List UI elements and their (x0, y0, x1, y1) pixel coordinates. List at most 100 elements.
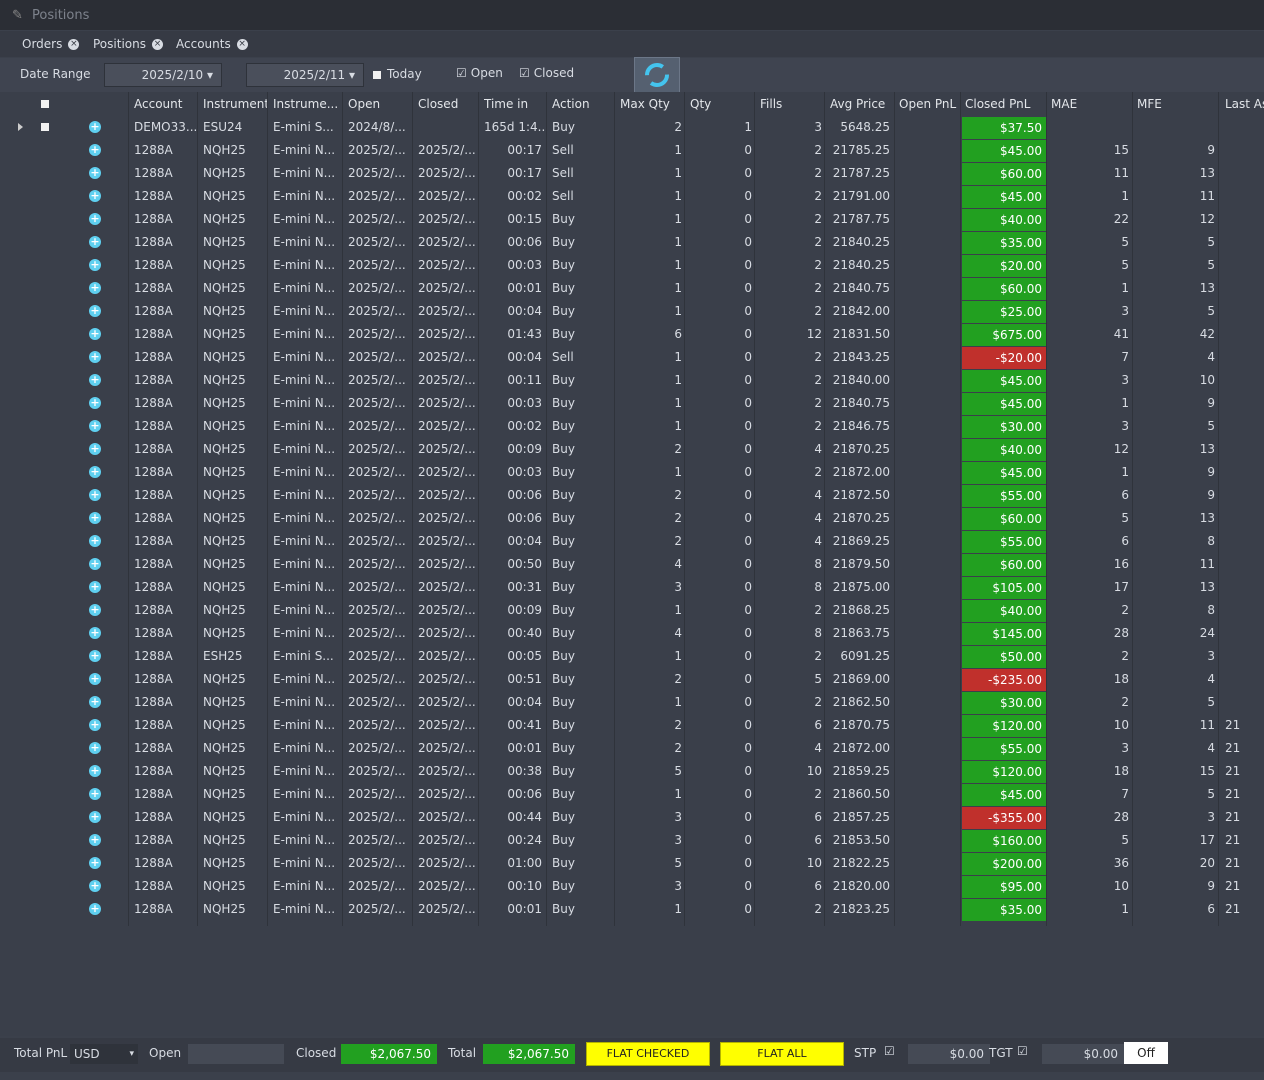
column-header[interactable]: MAE (1051, 97, 1078, 111)
tgt-check[interactable]: ☑ (1017, 1044, 1028, 1058)
column-header[interactable]: Instrument (203, 97, 267, 111)
currency-select[interactable]: USD ▾ (70, 1044, 138, 1064)
table-cell: 3 (674, 580, 682, 594)
table-cell: 2 (814, 166, 822, 180)
column-header[interactable]: Account (134, 97, 183, 111)
column-header[interactable]: Action (552, 97, 590, 111)
column-header[interactable]: Last As (1225, 97, 1264, 111)
column-header[interactable]: MFE (1137, 97, 1162, 111)
expand-icon[interactable]: + (89, 741, 101, 754)
expand-icon[interactable]: + (89, 442, 101, 455)
table-cell: 2025/2/... (348, 465, 406, 479)
column-header[interactable]: Closed PnL (965, 97, 1031, 111)
row-checkbox[interactable] (41, 123, 49, 131)
check-mark: ☑ (456, 66, 467, 80)
table-cell: 17 (1113, 580, 1129, 594)
table-cell: 21860.50 (832, 787, 890, 801)
expand-icon[interactable]: + (89, 511, 101, 524)
expand-icon[interactable]: + (89, 419, 101, 432)
expand-icon[interactable]: + (89, 396, 101, 409)
table-cell: NQH25 (203, 833, 246, 847)
stp-value[interactable]: $0.00 (908, 1044, 990, 1064)
table-cell: 00:03 (507, 258, 542, 272)
expand-icon[interactable]: + (89, 465, 101, 478)
table-cell: 1 (1121, 281, 1129, 295)
stp-check[interactable]: ☑ (884, 1044, 895, 1058)
checkbox-label: Today (387, 67, 422, 81)
table-cell: 13 (1199, 580, 1215, 594)
today-checkbox[interactable]: Today (373, 67, 422, 81)
expand-icon[interactable]: + (89, 810, 101, 823)
tab[interactable]: Orders × (22, 37, 80, 51)
expand-icon[interactable]: + (89, 695, 101, 708)
table-cell: 2 (1121, 649, 1129, 663)
column-header[interactable]: Fills (760, 97, 783, 111)
tab[interactable]: Positions × (93, 37, 163, 51)
tab[interactable]: Accounts × (176, 37, 248, 51)
expand-icon[interactable]: + (89, 488, 101, 501)
table-cell: 17 (1199, 833, 1215, 847)
column-header[interactable]: Open PnL (899, 97, 957, 111)
close-icon[interactable]: × (68, 39, 80, 50)
column-header[interactable]: Max Qty (620, 97, 670, 111)
open-checkbox[interactable]: ☑ Open (456, 66, 503, 80)
expand-icon[interactable]: + (89, 235, 101, 248)
column-header[interactable]: Qty (690, 97, 712, 111)
header-checkbox[interactable] (41, 100, 49, 108)
expand-icon[interactable]: + (89, 258, 101, 271)
expand-icon[interactable]: + (89, 902, 101, 915)
close-icon[interactable]: × (236, 39, 248, 50)
table-cell: 1288A (134, 327, 173, 341)
expand-icon[interactable]: + (89, 879, 101, 892)
row-expander[interactable] (18, 123, 23, 131)
flat-all-button[interactable]: FLAT ALL (720, 1042, 844, 1066)
refresh-button[interactable] (634, 57, 680, 93)
expand-icon[interactable]: + (89, 534, 101, 547)
table-cell: 0 (744, 764, 752, 778)
pnl-cell: $50.00 (962, 646, 1046, 668)
tgt-value[interactable]: $0.00 (1042, 1044, 1124, 1064)
expand-icon[interactable]: + (89, 649, 101, 662)
expand-icon[interactable]: + (89, 143, 101, 156)
expand-icon[interactable]: + (89, 856, 101, 869)
expand-icon[interactable]: + (89, 212, 101, 225)
table-cell: Sell (552, 189, 574, 203)
expand-icon[interactable]: + (89, 281, 101, 294)
close-icon[interactable]: × (151, 39, 163, 50)
expand-icon[interactable]: + (89, 672, 101, 685)
expand-icon[interactable]: + (89, 718, 101, 731)
tab-label: Accounts (176, 37, 231, 51)
off-toggle[interactable]: Off (1124, 1042, 1168, 1064)
closed-checkbox[interactable]: ☑ Closed (519, 66, 574, 80)
expand-icon[interactable]: + (89, 626, 101, 639)
expand-icon[interactable]: + (89, 603, 101, 616)
expand-icon[interactable]: + (89, 120, 101, 133)
expand-icon[interactable]: + (89, 189, 101, 202)
date-to[interactable]: 2025/2/11 ▾ (246, 63, 364, 87)
column-header[interactable]: Open (348, 97, 381, 111)
date-from[interactable]: 2025/2/10 ▾ (104, 63, 222, 87)
expand-icon[interactable]: + (89, 304, 101, 317)
table-cell: 2025/2/... (418, 672, 476, 686)
table-cell: 1288A (134, 649, 173, 663)
table-cell: 1 (1121, 465, 1129, 479)
column-header[interactable]: Instrume... (273, 97, 339, 111)
table-cell: 2025/2/... (418, 304, 476, 318)
expand-icon[interactable]: + (89, 350, 101, 363)
expand-icon[interactable]: + (89, 764, 101, 777)
table-cell: 41 (1113, 327, 1129, 341)
expand-icon[interactable]: + (89, 833, 101, 846)
flat-checked-button[interactable]: FLAT CHECKED (586, 1042, 710, 1066)
expand-icon[interactable]: + (89, 580, 101, 593)
column-header[interactable]: Time in (484, 97, 529, 111)
table-cell: 2025/2/... (418, 787, 476, 801)
expand-icon[interactable]: + (89, 327, 101, 340)
column-header[interactable]: Closed (418, 97, 459, 111)
expand-icon[interactable]: + (89, 166, 101, 179)
expand-icon[interactable]: + (89, 787, 101, 800)
table-cell: 1288A (134, 534, 173, 548)
column-header[interactable]: Avg Price (830, 97, 886, 111)
expand-icon[interactable]: + (89, 373, 101, 386)
table-cell: 2025/2/... (348, 557, 406, 571)
expand-icon[interactable]: + (89, 557, 101, 570)
